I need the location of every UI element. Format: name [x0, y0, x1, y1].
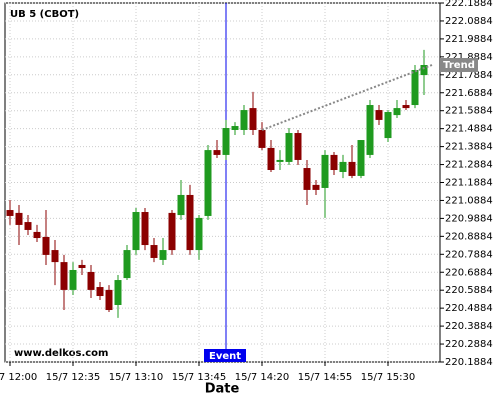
y-tick-label: 221.8884: [445, 52, 493, 63]
y-tick-label: 221.2884: [445, 160, 493, 171]
y-tick-label: 220.6884: [445, 267, 493, 278]
candle-body: [393, 108, 401, 116]
candle-body: [51, 250, 59, 263]
candle-body: [204, 150, 212, 216]
candle-body: [114, 280, 122, 305]
candle-body: [366, 105, 374, 155]
candle-body: [222, 128, 230, 155]
x-tick-label: 15/7 14:55: [298, 372, 352, 383]
candle-body: [249, 108, 257, 130]
candle-body: [357, 140, 365, 176]
candle-body: [150, 245, 158, 258]
candle-body: [258, 129, 266, 148]
candle-body: [294, 133, 302, 160]
x-tick-label: 15/7 13:45: [172, 372, 226, 383]
candle-body: [375, 110, 383, 120]
candle-body: [132, 212, 140, 251]
candle-body: [402, 105, 410, 109]
y-tick-label: 222.0884: [445, 16, 493, 27]
y-tick-label: 221.9884: [445, 34, 493, 45]
candle-body: [96, 287, 104, 297]
candle-body: [123, 250, 131, 279]
trend-label: Trend: [443, 60, 475, 71]
y-tick-label: 220.1884: [445, 357, 493, 368]
y-tick-label: 220.7884: [445, 249, 493, 260]
candle-body: [330, 154, 338, 171]
y-tick-label: 220.5884: [445, 285, 493, 296]
y-tick-label: 221.3884: [445, 142, 493, 153]
candle-body: [87, 271, 95, 290]
candle-body: [177, 194, 185, 216]
candle-body: [321, 154, 329, 188]
candle-body: [339, 161, 347, 172]
candle-body: [60, 262, 68, 290]
candle-body: [195, 217, 203, 251]
candle-body: [105, 289, 113, 311]
trend-label-box: [440, 57, 478, 72]
x-axis-label: Date: [205, 382, 240, 397]
y-tick-label: 221.7884: [445, 70, 493, 81]
event-label: Event: [209, 351, 241, 362]
candle-body: [186, 194, 194, 251]
y-tick-label: 222.1884: [445, 0, 493, 9]
candle-body: [420, 64, 428, 76]
y-tick-label: 220.2884: [445, 339, 493, 350]
candle-body: [384, 112, 392, 139]
candle-body: [312, 184, 320, 190]
candle-body: [15, 212, 23, 225]
y-tick-label: 221.0884: [445, 195, 493, 206]
candle-body: [69, 269, 77, 290]
y-tick-label: 221.6884: [445, 88, 493, 99]
candle-body: [141, 212, 149, 246]
candle-body: [285, 133, 293, 162]
candle-body: [42, 236, 50, 255]
candle-body: [267, 147, 275, 171]
candle-body: [231, 126, 239, 130]
candle-body: [78, 264, 86, 269]
y-tick-label: 221.1884: [445, 178, 493, 189]
y-tick-label: 221.5884: [445, 106, 493, 117]
candle-body: [240, 110, 248, 130]
x-tick-label: 15/7 12:00: [0, 372, 37, 383]
event-label-box: [204, 349, 246, 362]
candle-body: [24, 222, 32, 230]
watermark: www.delkos.com: [14, 348, 108, 359]
x-tick-label: 15/7 13:10: [109, 372, 163, 383]
candle-body: [411, 70, 419, 106]
x-tick-label: 15/7 12:35: [46, 372, 100, 383]
candle-body: [168, 212, 176, 251]
y-tick-label: 220.9884: [445, 213, 493, 224]
y-tick-label: 220.4884: [445, 303, 493, 314]
candle-body: [276, 159, 284, 162]
candle-body: [159, 250, 167, 260]
x-tick-label: 15/7 14:20: [235, 372, 289, 383]
candle-body: [348, 161, 356, 176]
chart-title: UB 5 (CBOT): [10, 9, 79, 20]
y-tick-label: 220.8884: [445, 231, 493, 242]
x-tick-label: 15/7 15:30: [361, 372, 415, 383]
candle-body: [33, 231, 41, 239]
candle-body: [6, 210, 14, 216]
candle-body: [213, 150, 221, 155]
y-tick-label: 221.4884: [445, 124, 493, 135]
candle-body: [303, 168, 311, 190]
y-tick-label: 220.3884: [445, 321, 493, 332]
